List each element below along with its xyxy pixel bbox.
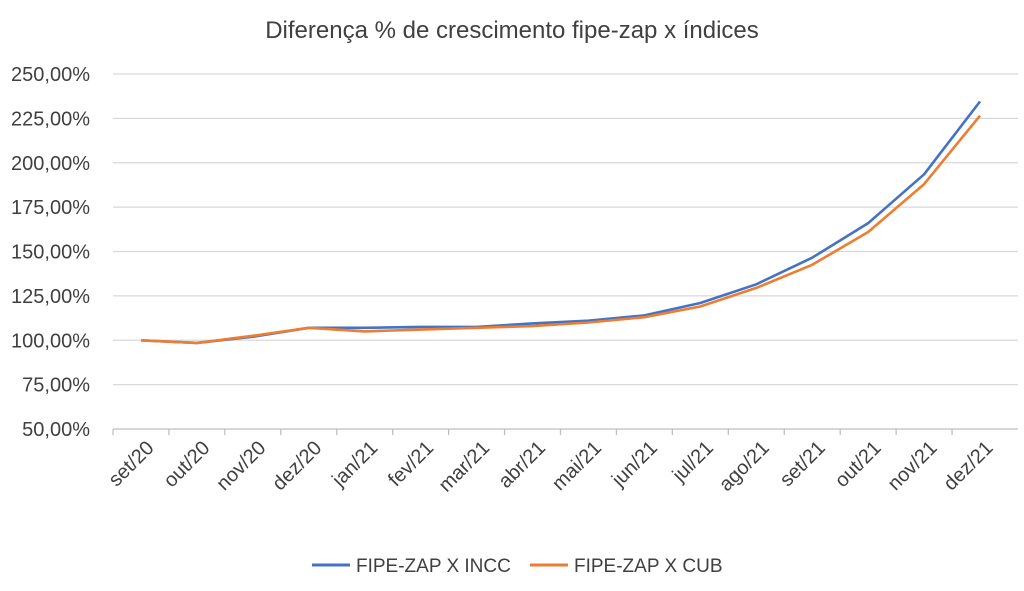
y-tick-label: 100,00% — [11, 330, 90, 352]
x-tick-label: mar/21 — [435, 437, 495, 497]
series-line-cub — [140, 114, 982, 345]
x-tick-label: out/20 — [160, 437, 215, 492]
series-line-incc — [140, 100, 982, 345]
x-tick-label: nov/20 — [212, 437, 270, 495]
x-tick-label: jul/21 — [668, 437, 718, 487]
y-tick-label: 50,00% — [22, 419, 90, 441]
legend-label: FIPE-ZAP X CUB — [574, 556, 723, 577]
legend: FIPE-ZAP X INCC FIPE-ZAP X CUB — [312, 556, 723, 577]
x-tick-label: out/21 — [831, 437, 886, 492]
y-tick-label: 225,00% — [11, 108, 90, 130]
y-tick-label: 250,00% — [11, 64, 90, 86]
x-tick-label: set/20 — [104, 437, 158, 491]
gridlines — [113, 73, 1018, 430]
y-tick-label: 75,00% — [22, 375, 90, 397]
y-tick-label: 150,00% — [11, 242, 90, 264]
y-tick-label: 175,00% — [11, 197, 90, 219]
x-tick-label: set/21 — [776, 437, 830, 491]
y-tick-label: 125,00% — [11, 286, 90, 308]
x-tick-label: mai/21 — [548, 437, 606, 495]
x-tick-label: fev/21 — [384, 437, 438, 491]
x-tick-label: jun/21 — [607, 437, 662, 492]
x-tick-label: jan/21 — [327, 437, 382, 492]
x-tick-label: dez/20 — [268, 437, 326, 495]
x-tick-label: ago/21 — [715, 437, 774, 496]
x-tick-label: dez/21 — [940, 437, 998, 495]
series-lines — [140, 100, 982, 345]
legend-label: FIPE-ZAP X INCC — [356, 556, 511, 577]
y-axis: 50,00% 75,00% 100,00% 125,00% 150,00% 175,00%… — [11, 64, 90, 441]
y-tick-label: 200,00% — [11, 153, 90, 175]
x-tick-label: abr/21 — [494, 437, 550, 493]
x-tick-label: nov/21 — [884, 437, 942, 495]
chart-title: Diferença % de crescimento fipe-zap x ín… — [265, 17, 759, 44]
